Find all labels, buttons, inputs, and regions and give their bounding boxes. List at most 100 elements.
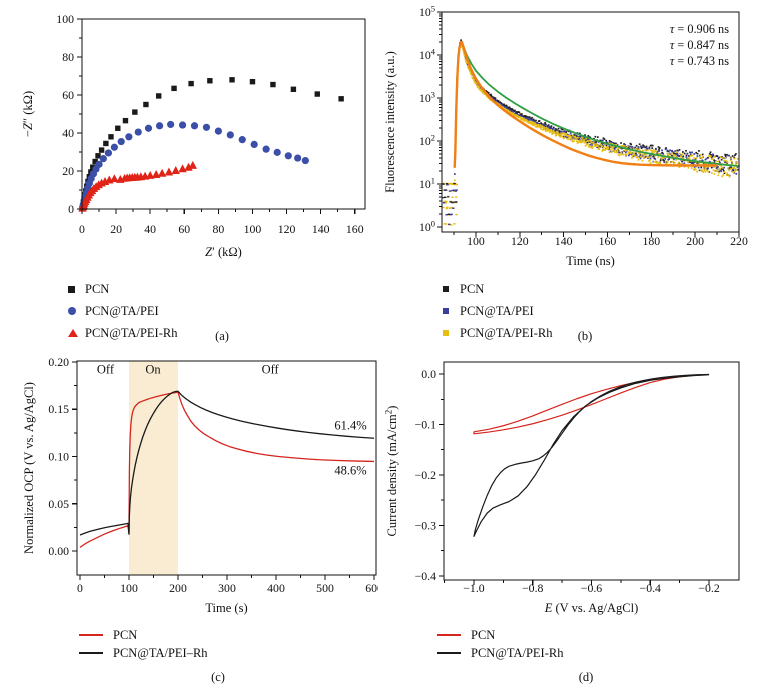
data-dot [589,143,591,146]
x-tick-label: −0.2 [698,581,720,595]
data-dot [630,153,633,156]
data-dot [658,150,661,152]
legend-label: PCN@TA/PEI-Rh [471,645,564,660]
data-dot [702,167,705,170]
data-dot [601,145,603,147]
noise-dot [447,183,451,186]
data-dot [709,155,712,157]
data-dot [730,158,732,161]
data-dot [731,167,734,170]
data-dot [653,161,655,163]
x-tick-label: 180 [642,234,660,248]
data-dot [526,117,529,119]
data-dot [565,131,568,133]
data-dot [562,132,565,134]
data-dot [637,147,640,150]
circle-marker [134,128,142,136]
data-dot [530,118,532,121]
data-dot [547,124,550,126]
legend-item: PCN [79,626,208,644]
data-dot [477,84,480,87]
data-dot [712,153,714,156]
data-dot [727,154,730,157]
data-dot [626,145,629,148]
fit-green [460,41,740,168]
data-dot [610,142,612,145]
data-dot [703,166,706,169]
square-marker [108,134,114,140]
data-dot [617,148,620,150]
x-tick-label: 200 [169,581,187,595]
data-dot [664,160,667,163]
sqsmall-legend-marker [443,330,449,336]
data-dot [566,134,568,137]
data-dot [651,155,654,158]
y-tick-label: 0.20 [48,355,69,369]
data-dot [716,166,719,169]
data-dot [531,116,533,119]
data-dot [736,161,738,164]
legend-label: PCN@TA/PEI [460,303,534,318]
data-dot [474,79,477,82]
data-dot [647,156,650,159]
data-dot [601,139,604,142]
data-dot [574,134,577,137]
data-dot [598,146,601,149]
data-dot [640,146,643,148]
data-dot [649,154,651,157]
data-dot [678,155,681,157]
y-tick-label: 104 [419,47,436,63]
noise-dot [451,201,454,204]
data-dot [680,160,683,162]
data-dot [668,152,671,155]
data-dot [568,138,570,141]
noise-dot [453,201,457,203]
data-dot [717,157,720,160]
data-dot [707,156,709,159]
x-tick-label: 160 [599,234,617,248]
data-dot [628,153,631,155]
data-dot [531,122,534,125]
data-dot [670,161,673,164]
data-dot [662,156,665,159]
data-dot [658,147,661,149]
data-dot [676,152,679,155]
data-dot [562,136,565,138]
data-dot [573,134,576,136]
data-dot [689,161,691,163]
legend-item: PCN [437,626,563,644]
data-dot [613,145,615,148]
data-dot [650,144,653,147]
data-dot [497,100,500,102]
y-axis-label: Fluorescence intensity (a.u.) [383,51,397,193]
data-dot [735,169,738,171]
tau-annotation: τ = 0.906 ns [670,22,729,36]
series-PCN [79,391,375,548]
noise-dot [455,196,458,198]
data-dot [584,144,587,147]
y-tick-label: 101 [419,176,435,192]
data-dot [559,130,562,133]
data-dot [731,170,734,173]
data-dot [620,151,623,154]
data-dot [464,59,467,62]
data-dot [661,152,664,154]
noise-dot [444,202,447,204]
caption-b: (b) [577,329,593,343]
data-dot [719,161,721,164]
square-marker [290,86,297,92]
data-dot [674,154,676,157]
y-tick-label: 105 [419,4,435,20]
data-dot [633,154,636,157]
data-dot [707,155,710,157]
legend-item: PCN@TA/PEI–Rh [79,644,208,662]
data-dot [580,141,583,144]
noise-dot [449,201,452,203]
noise-dot [446,206,449,209]
data-dot [659,159,662,162]
data-dot [569,132,572,134]
data-dot [584,140,586,143]
data-dot [521,115,524,117]
data-dot [648,147,651,150]
data-dot [627,151,630,154]
